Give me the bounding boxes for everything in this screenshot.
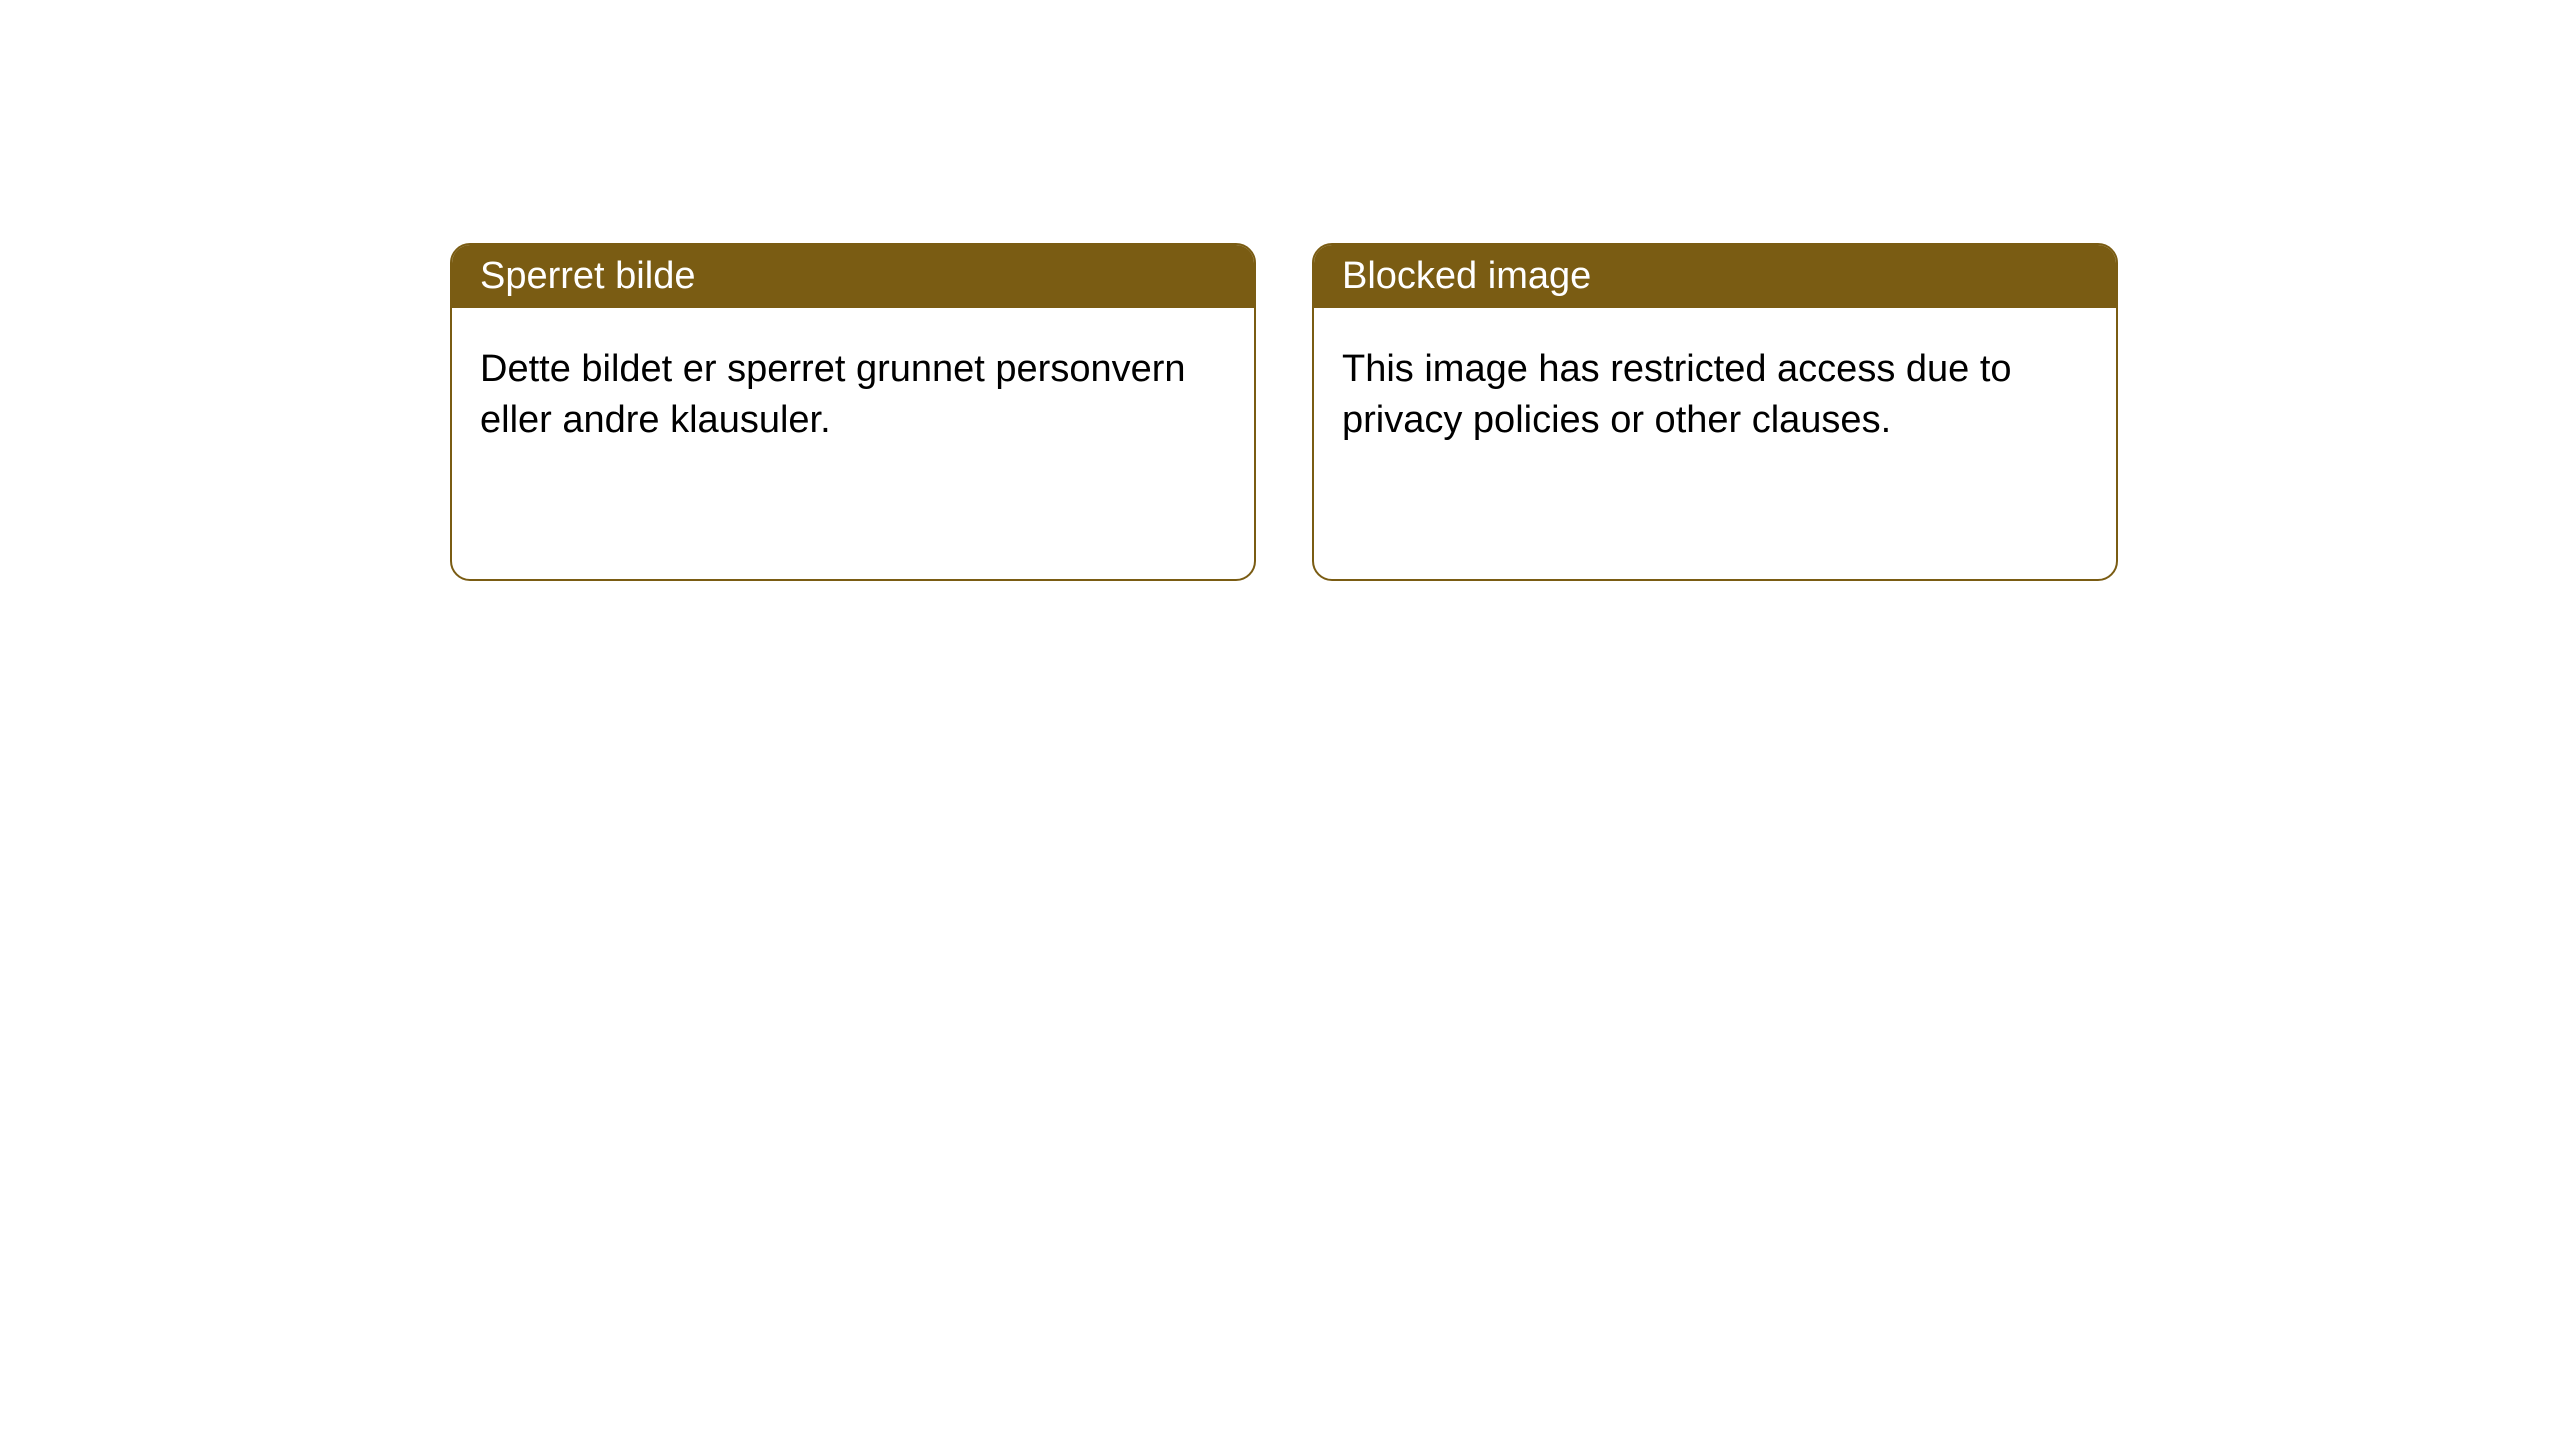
card-body-english: This image has restricted access due to … [1314,308,2116,483]
card-header-english: Blocked image [1314,245,2116,308]
card-message-norwegian: Dette bildet er sperret grunnet personve… [480,348,1186,441]
card-message-english: This image has restricted access due to … [1342,348,2012,441]
blocked-image-card-english: Blocked image This image has restricted … [1312,243,2118,581]
notice-container: Sperret bilde Dette bildet er sperret gr… [0,0,2560,581]
blocked-image-card-norwegian: Sperret bilde Dette bildet er sperret gr… [450,243,1256,581]
card-title-norwegian: Sperret bilde [480,255,695,297]
card-body-norwegian: Dette bildet er sperret grunnet personve… [452,308,1254,483]
card-header-norwegian: Sperret bilde [452,245,1254,308]
card-title-english: Blocked image [1342,255,1591,297]
